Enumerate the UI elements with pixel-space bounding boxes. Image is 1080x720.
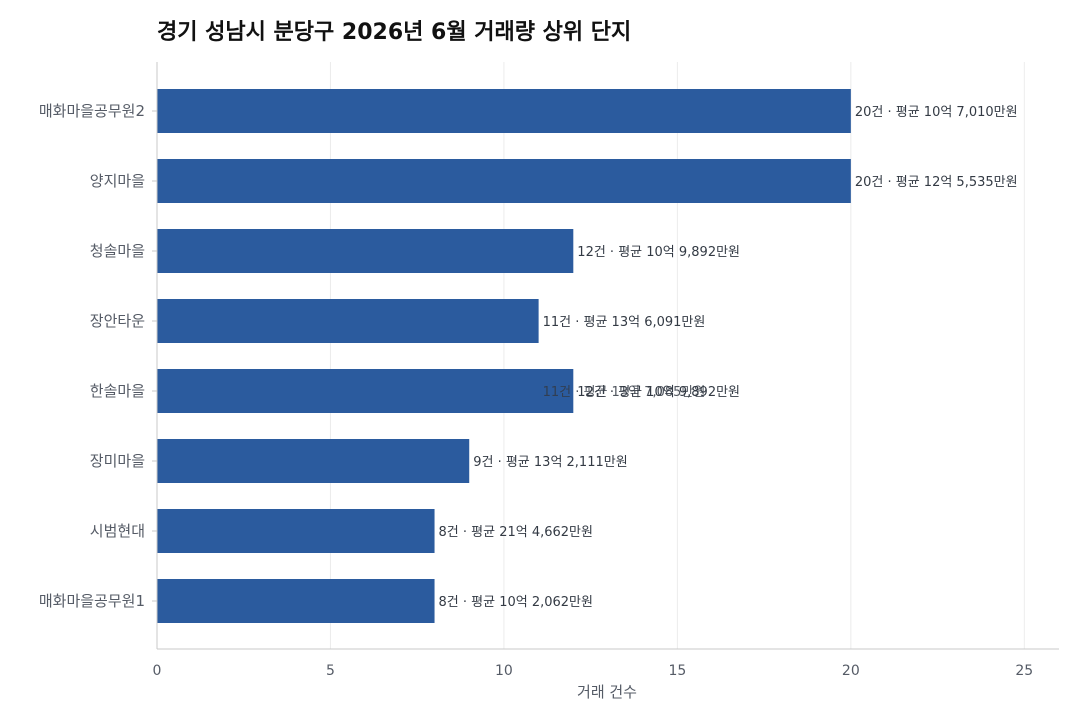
x-axis-title: 거래 건수 bbox=[577, 683, 637, 701]
bar bbox=[157, 579, 435, 623]
bars bbox=[157, 89, 851, 623]
chart-title: 경기 성남시 분당구 2026년 6월 거래량 상위 단지 bbox=[157, 20, 632, 45]
bar bbox=[157, 509, 435, 553]
x-tick-labels: 0 5 10 15 20 25 bbox=[153, 663, 1034, 679]
data-label: 8건 · 평균 10억 2,062만원 bbox=[439, 595, 593, 610]
x-tick-label: 10 bbox=[495, 663, 513, 679]
category-label: 양지마을 bbox=[90, 172, 145, 190]
data-label: 20건 · 평균 10억 7,010만원 bbox=[855, 105, 1018, 120]
data-labels: 20건 · 평균 10억 7,010만원 20건 · 평균 12억 5,535만원… bbox=[439, 105, 1018, 610]
category-label: 장미마을 bbox=[90, 452, 145, 470]
data-label: 12건 · 평균 10억 9,892만원 bbox=[577, 245, 740, 260]
category-label: 매화마을공무원2 bbox=[39, 102, 145, 120]
data-label: 20건 · 평균 12억 5,535만원 bbox=[855, 175, 1018, 190]
category-label: 장안타운 bbox=[90, 312, 145, 330]
category-label: 한솔마을 bbox=[90, 382, 145, 400]
category-label: 청솔마을 bbox=[90, 242, 145, 260]
bar bbox=[157, 439, 470, 483]
data-label: 11건 · 평균 13억 7,085만원 bbox=[543, 385, 706, 400]
axes bbox=[156, 62, 1059, 650]
x-tick-label: 20 bbox=[842, 663, 860, 679]
gridlines bbox=[329, 62, 1025, 649]
x-tick-label: 5 bbox=[326, 663, 335, 679]
bar bbox=[157, 89, 851, 133]
data-label: 12건 · 평균 10억 9,892만원 bbox=[577, 385, 740, 400]
bar bbox=[157, 299, 539, 343]
category-label: 매화마을공무원1 bbox=[39, 592, 145, 610]
x-tick-label: 0 bbox=[153, 663, 162, 679]
x-tick-label: 15 bbox=[668, 663, 686, 679]
x-tick-label: 25 bbox=[1015, 663, 1033, 679]
data-label: 9건 · 평균 13억 2,111만원 bbox=[473, 455, 627, 470]
data-label: 11건 · 평균 13억 6,091만원 bbox=[543, 315, 706, 330]
bar bbox=[157, 229, 574, 273]
category-label: 시범현대 bbox=[90, 522, 145, 540]
data-label: 8건 · 평균 21억 4,662만원 bbox=[439, 525, 593, 540]
bar bbox=[157, 159, 851, 203]
bar bbox=[157, 369, 574, 413]
